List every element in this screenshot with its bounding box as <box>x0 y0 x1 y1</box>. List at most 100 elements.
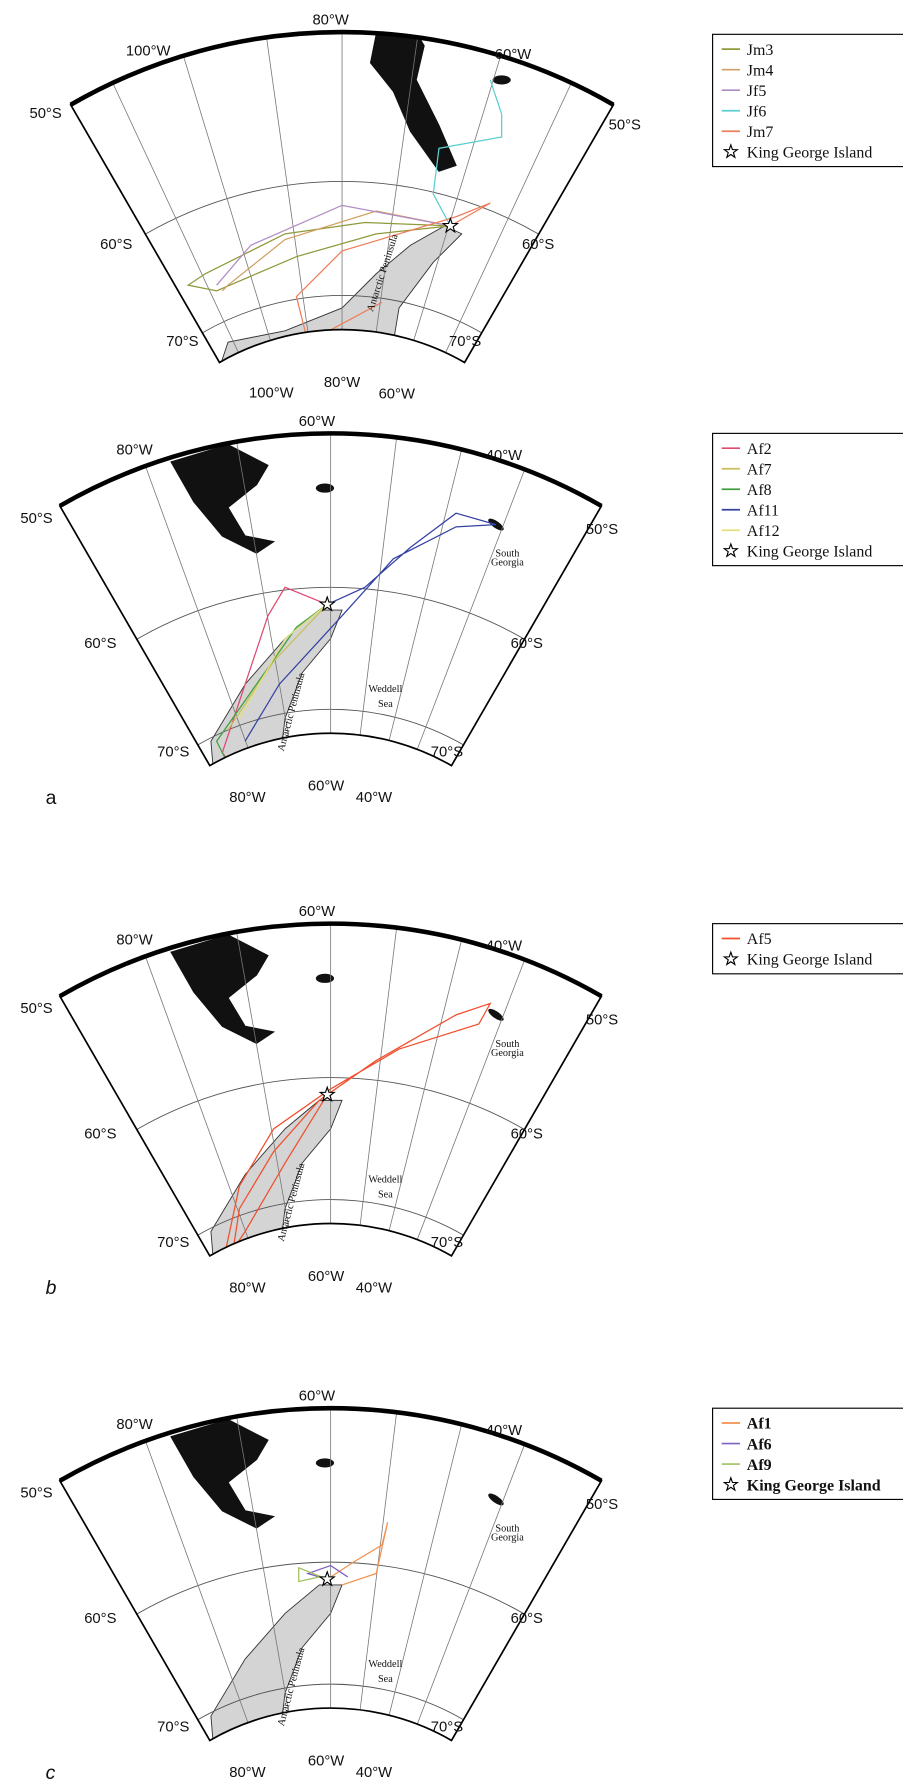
track <box>238 603 328 719</box>
legend-label: Jm3 <box>747 42 774 59</box>
meridian-line <box>236 441 290 737</box>
meridian-line <box>236 931 290 1228</box>
bottom-coordinate-label: 60°W <box>379 387 415 403</box>
legend-box <box>712 432 903 567</box>
left-coordinate-label: 60°S <box>100 237 132 253</box>
falklands <box>492 75 511 85</box>
meridian-line <box>182 55 271 341</box>
map-body <box>136 433 526 766</box>
king-george-island-star <box>441 216 460 234</box>
legend-star <box>722 143 739 159</box>
right-coordinate-label: 70°S <box>431 1719 463 1735</box>
map-panel: 80°W 60°W 40°W 50°S 60°S 70°S 50°S 60°S 70°S 80°W… <box>20 1389 903 1784</box>
left-coordinate-label: 60°S <box>84 1611 116 1627</box>
place-label: Weddell <box>368 1659 402 1670</box>
place-label: Weddell <box>368 684 402 695</box>
meridian-line <box>388 1424 463 1716</box>
right-coordinate-label: 70°S <box>431 745 463 761</box>
map-frame-top <box>58 921 603 999</box>
legend-label: Af7 <box>747 461 772 478</box>
meridian-line <box>445 82 572 353</box>
legend-label: Af12 <box>747 523 780 540</box>
track <box>432 79 503 227</box>
track <box>305 1564 349 1580</box>
right-coordinate-label: 60°S <box>511 636 543 652</box>
place-label: Georgia <box>491 1532 524 1543</box>
right-coordinate-label: 70°S <box>431 1235 463 1251</box>
top-coordinate-label: 60°W <box>299 1389 335 1405</box>
left-coordinate-label: 70°S <box>157 1719 189 1735</box>
meridian-line <box>112 82 239 353</box>
left-coordinate-label: 70°S <box>157 745 189 761</box>
top-coordinate-label: 60°W <box>299 904 335 920</box>
place-label: Sea <box>378 1674 393 1685</box>
map-frame-top <box>69 29 615 107</box>
place-label: South <box>495 1523 519 1534</box>
right-coordinate-label: 50°S <box>609 117 641 133</box>
meridian-line <box>416 959 526 1240</box>
legend-star <box>722 1476 739 1492</box>
right-coordinate-label: 50°S <box>586 1012 618 1028</box>
legend-label: Af6 <box>747 1436 772 1453</box>
falklands <box>315 1458 335 1468</box>
panel-letter: a <box>46 787 57 809</box>
legend-star <box>722 950 739 966</box>
place-label: Sea <box>378 1189 393 1200</box>
legend-label: Af9 <box>747 1457 772 1474</box>
track <box>186 221 451 292</box>
legend-box <box>712 923 903 975</box>
panel-letter: c <box>46 1762 56 1784</box>
meridian-line <box>413 55 502 341</box>
south-georgia-island <box>488 1493 504 1506</box>
south-america <box>170 1418 276 1529</box>
left-coordinate-label: 50°S <box>20 1486 52 1502</box>
meridian-line <box>416 1444 526 1725</box>
top-coordinate-label: 80°W <box>116 442 152 458</box>
legend-label: Jf5 <box>747 83 767 100</box>
legend-label: Jm4 <box>747 62 774 79</box>
top-coordinate-label: 40°W <box>486 938 522 954</box>
track <box>216 204 451 286</box>
king-george-island-star <box>318 595 336 612</box>
legend-label: Jm7 <box>747 124 774 141</box>
legend-label: Af2 <box>747 441 772 458</box>
left-coordinate-label: 70°S <box>157 1235 189 1251</box>
meridian-line <box>375 37 418 333</box>
map-body <box>136 1408 526 1741</box>
top-coordinate-label: 80°W <box>312 13 348 29</box>
right-coordinate-label: 60°S <box>511 1611 543 1627</box>
meridian-line <box>416 469 526 750</box>
map-frame-top <box>58 1405 603 1483</box>
panel-letter: b <box>46 1277 57 1299</box>
map-panel: 100°W 80°W 60°W 50°S 60°S 70°S 50°S 60°S 70°S 100… <box>29 13 903 403</box>
track <box>227 603 328 731</box>
bottom-coordinate-label: 60°W <box>308 1754 344 1770</box>
bottom-coordinate-label: 80°W <box>324 375 360 391</box>
right-coordinate-label: 60°S <box>511 1126 543 1142</box>
track <box>221 586 328 766</box>
meridian-line <box>266 37 309 333</box>
legend-label: Af1 <box>747 1416 772 1433</box>
legend-star <box>722 542 739 558</box>
south-georgia-island <box>488 1008 504 1021</box>
top-coordinate-label: 100°W <box>126 43 171 59</box>
legend-label: King George Island <box>747 1477 881 1494</box>
legend-label: Jf6 <box>747 103 767 120</box>
right-coordinate-label: 70°S <box>449 334 481 350</box>
bottom-coordinate-label: 80°W <box>229 1280 265 1296</box>
place-label: Georgia <box>491 558 524 569</box>
place-label: Weddell <box>368 1174 402 1185</box>
meridian-line <box>388 939 463 1231</box>
left-coordinate-label: 50°S <box>20 511 52 527</box>
legend-box <box>712 1407 903 1500</box>
bottom-coordinate-label: 40°W <box>356 1765 392 1781</box>
meridian-line <box>145 1440 249 1723</box>
bottom-coordinate-label: 100°W <box>249 385 294 401</box>
map-panel: 80°W 60°W 40°W 50°S 60°S 70°S 50°S 60°S 70°S 80°W… <box>20 904 903 1299</box>
legend-box <box>712 33 903 168</box>
track <box>298 1566 328 1583</box>
right-coordinate-label: 60°S <box>522 237 554 253</box>
meridian-line <box>359 437 398 736</box>
meridian-line <box>236 1416 290 1712</box>
